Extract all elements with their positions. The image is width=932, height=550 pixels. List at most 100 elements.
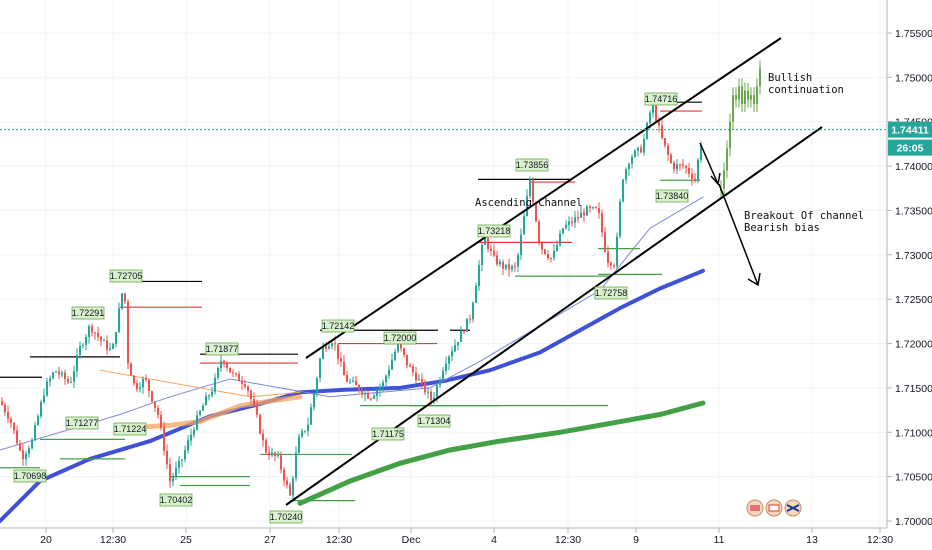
candle-body [679,164,681,166]
candle-body [160,415,162,428]
candle-body [244,383,246,387]
candle-body [595,207,597,209]
channel-annotation: Ascending Channel [475,197,582,209]
candle-body [541,241,543,250]
candle-body [181,459,183,461]
candle-body [430,391,432,401]
candle-body [130,363,132,376]
candle-body [301,430,303,437]
projection-body [723,170,725,189]
price-label-text: 1.70240 [270,512,303,522]
candle-body [652,105,654,113]
candle-body [28,448,30,454]
candle-body [100,336,102,341]
candle-body [280,455,282,470]
candle-body [7,412,9,419]
price-label-box [113,422,147,436]
current-price-marker: 1.74411 26:05 [0,121,932,156]
candle-body [544,249,546,255]
candle-body [262,433,264,441]
candle-body [451,351,453,357]
y-tick-label: 1.75000 [895,72,932,84]
current-price-text: 1.74411 [891,125,929,137]
candle-body [103,340,105,342]
candle-body [184,450,186,460]
price-label: 1.72000 [383,331,417,345]
candle-body [1,401,3,405]
price-label-text: 1.71175 [372,429,404,439]
bullish-projection [720,60,761,199]
price-label-text: 1.70402 [160,495,193,505]
candle-body [364,392,366,395]
candle-body [619,201,621,237]
price-label: 1.73218 [477,224,511,238]
candle-body [643,138,645,153]
ma-slow-line [297,400,706,506]
candle-body [31,439,33,449]
candle-body [82,345,84,347]
projection-body [759,68,761,87]
candle-body [565,224,567,229]
price-label-box [383,331,417,345]
price-label: 1.73856 [515,158,549,172]
candle-body [625,169,627,180]
x-tick-label: 11 [714,534,725,546]
candle-body [124,293,126,302]
price-label-box [477,224,511,238]
price-label-box [71,306,105,320]
candle-body [178,460,180,468]
candle-body [607,251,609,263]
candle-body [241,381,243,384]
event-flags[interactable] [746,499,802,517]
candle-body [373,395,375,399]
candle-body [319,358,321,379]
flag-icon[interactable] [784,499,802,517]
candle-body [547,254,549,259]
candle-body [601,213,603,233]
candle-body [421,379,423,382]
candle-body [691,173,693,179]
price-labels: 1.72705 1.72291 1.71877 1.72142 1.72000 1.732… [13,92,689,524]
price-label: 1.70698 [13,469,47,483]
current-price-box [888,121,932,138]
candle-body [286,480,288,485]
candle-body [469,318,471,320]
candle-body [22,450,24,460]
bearish-annotation-line-1: Breakout Of channel [744,210,864,222]
candle-body [376,390,378,396]
candle-body [526,196,528,216]
candle-body [10,418,12,423]
candle-body [112,343,114,349]
candle-body [19,443,21,451]
candle-body [592,207,594,209]
candle-body [442,370,444,380]
candle-body [613,265,615,267]
price-label: 1.70240 [269,510,303,524]
candle-body [667,145,669,155]
candle-body [463,330,465,332]
candle-body [250,390,252,400]
candle-body [211,391,213,396]
arrow-down-short [699,142,721,186]
candle-body [331,343,333,347]
candle-body [4,404,6,413]
price-label-text: 1.72000 [384,333,417,343]
candle-body [622,179,624,202]
price-label: 1.71304 [417,414,451,428]
annotations: Ascending Channel Bullish continuation B… [475,72,864,234]
candle-body [562,228,564,234]
price-label: 1.74716 [644,92,678,106]
flag-icon[interactable] [746,499,764,517]
candle-body [88,326,90,337]
candle-body [658,121,660,126]
candle-body [418,379,420,381]
candle-body [205,395,207,406]
candle-body [640,147,642,153]
candle-body [538,221,540,242]
price-label: 1.72705 [109,269,143,283]
candle-body [187,440,189,451]
flag-icon[interactable] [765,499,783,517]
price-label: 1.71877 [205,342,239,356]
candle-body [385,375,387,383]
